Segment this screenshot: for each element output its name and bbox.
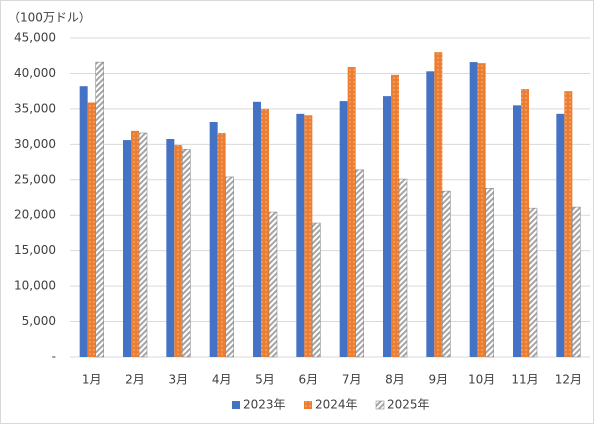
bar — [209, 122, 218, 358]
bar — [131, 130, 139, 357]
y-tick-label: 40,000 — [14, 66, 56, 80]
y-tick-label: 30,000 — [14, 137, 56, 151]
bar — [469, 62, 478, 357]
bar — [339, 101, 348, 357]
bar — [296, 113, 305, 358]
y-tick-label: 20,000 — [14, 208, 56, 222]
bar — [225, 176, 234, 358]
bar — [182, 149, 191, 358]
bar — [556, 113, 565, 358]
y-tick-label: 25,000 — [14, 172, 56, 186]
legend-swatch — [304, 401, 312, 409]
bar — [261, 108, 269, 357]
bar — [174, 145, 183, 357]
legend-label: 2025年 — [387, 398, 430, 412]
legend-label: 2023年 — [243, 398, 286, 412]
x-tick-label: 2月 — [125, 373, 145, 387]
bar — [513, 105, 521, 357]
x-tick-label: 4月 — [212, 373, 232, 387]
bar — [138, 132, 148, 358]
bar — [79, 86, 88, 358]
y-tick-label: 10,000 — [14, 279, 56, 293]
x-tick-label: 10月 — [468, 373, 495, 387]
bar — [485, 188, 494, 358]
x-tick-label: 7月 — [342, 373, 362, 387]
legend-label: 2024年 — [315, 398, 358, 412]
x-tick-label: 3月 — [169, 373, 189, 387]
legend-swatch — [232, 401, 240, 409]
bar — [442, 190, 451, 358]
bar — [123, 140, 131, 357]
bar — [572, 206, 581, 358]
x-tick-label: 9月 — [429, 373, 449, 387]
bar — [391, 74, 399, 358]
bar — [304, 115, 313, 357]
bar — [426, 71, 435, 357]
x-tick-label: 11月 — [511, 373, 538, 387]
x-tick-label: 5月 — [255, 373, 275, 387]
bar — [253, 101, 261, 357]
y-tick-label: - — [52, 350, 56, 364]
bar — [398, 178, 408, 358]
bar — [217, 132, 226, 357]
bar — [383, 96, 391, 357]
y-tick-label: 35,000 — [14, 101, 56, 115]
bar — [564, 91, 573, 358]
bar — [347, 67, 356, 357]
bar — [166, 139, 175, 357]
bar — [87, 102, 96, 358]
legend-swatch — [375, 400, 385, 410]
bar — [477, 63, 486, 357]
bar — [521, 89, 529, 357]
x-tick-label: 1月 — [82, 373, 102, 387]
bar — [312, 222, 321, 358]
x-tick-label: 8月 — [385, 373, 405, 387]
x-tick-label: 12月 — [555, 373, 582, 387]
bar — [434, 52, 443, 358]
bar — [268, 211, 278, 358]
x-tick-label: 6月 — [299, 373, 319, 387]
bar — [355, 169, 364, 358]
y-tick-label: 15,000 — [14, 243, 56, 257]
unit-label: （100万ドル） — [8, 11, 91, 25]
bar — [95, 61, 104, 358]
bar — [528, 207, 538, 358]
y-tick-label: 45,000 — [14, 31, 56, 45]
y-tick-label: 5,000 — [22, 314, 56, 328]
